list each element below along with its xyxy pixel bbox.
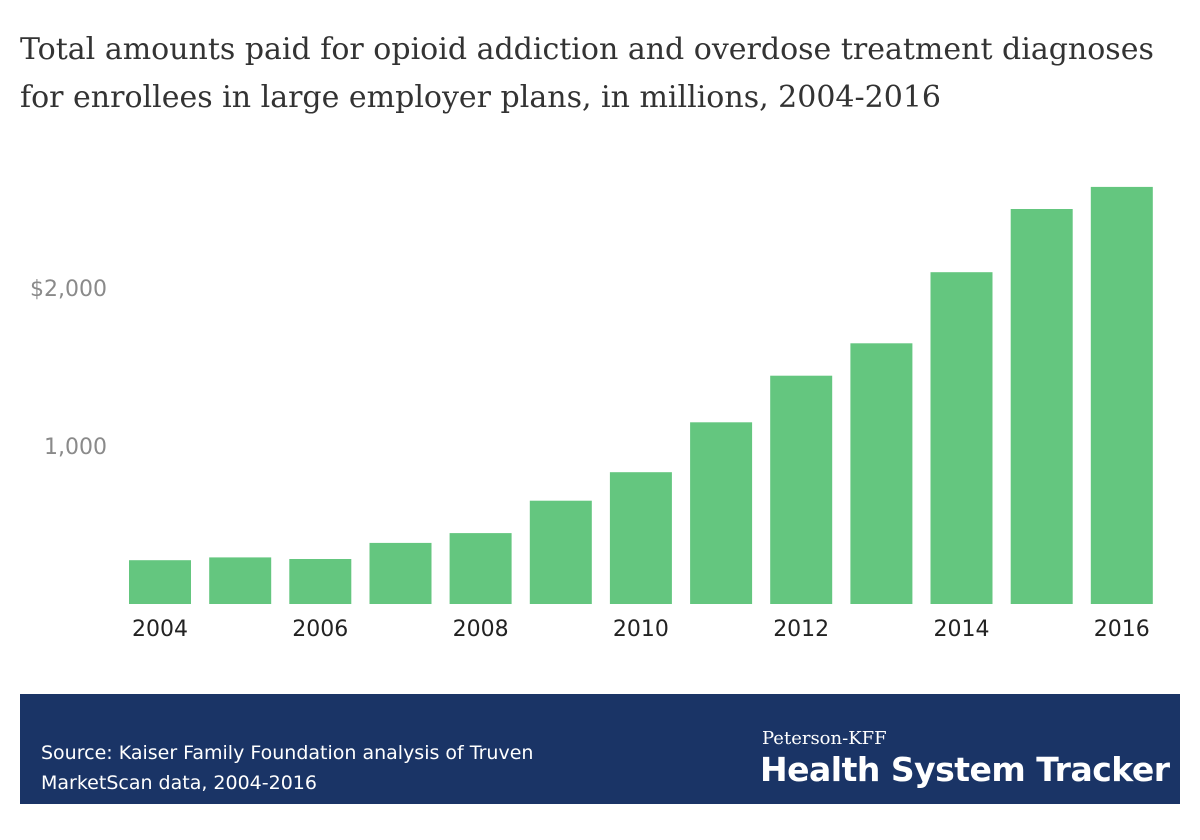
chart-title: Total amounts paid for opioid addiction … (20, 32, 1154, 115)
brand-logo-text: Health System Tracker (760, 750, 1170, 789)
bar-2016 (1090, 186, 1153, 604)
x-tick-label: 2006 (292, 617, 348, 642)
x-tick-label: 2014 (934, 617, 990, 642)
bar-2014 (930, 272, 993, 604)
x-tick-label: 2016 (1094, 617, 1150, 642)
bar-2007 (369, 542, 432, 604)
bar-2008 (449, 533, 512, 604)
brand-subtitle: Peterson-KFF (762, 728, 887, 749)
source-note: Source: Kaiser Family Foundation analysi… (41, 742, 534, 794)
bar-2011 (690, 422, 753, 604)
x-axis: 2004 2006 2008 2010 2012 2014 2016 (132, 617, 1150, 642)
x-tick-label: 2008 (453, 617, 509, 642)
x-tick-label: 2012 (773, 617, 829, 642)
bar-2010 (609, 472, 672, 604)
bar-2006 (289, 559, 352, 604)
bar-2009 (529, 500, 592, 604)
bar-chart: 1,000 $2,000 2004 2006 2008 2010 2012 2014 2016 (30, 186, 1153, 642)
y-axis: 1,000 $2,000 (30, 277, 107, 460)
bar-2012 (770, 375, 833, 604)
y-tick-label: $2,000 (30, 277, 107, 302)
bar-2005 (209, 557, 272, 604)
x-tick-label: 2010 (613, 617, 669, 642)
bar-2004 (129, 560, 191, 604)
bar-2013 (850, 343, 913, 604)
x-tick-label: 2004 (132, 617, 188, 642)
bars (129, 186, 1153, 604)
y-tick-label: 1,000 (44, 435, 107, 460)
bar-2015 (1010, 209, 1073, 604)
footer-banner: Source: Kaiser Family Foundation analysi… (20, 694, 1180, 804)
